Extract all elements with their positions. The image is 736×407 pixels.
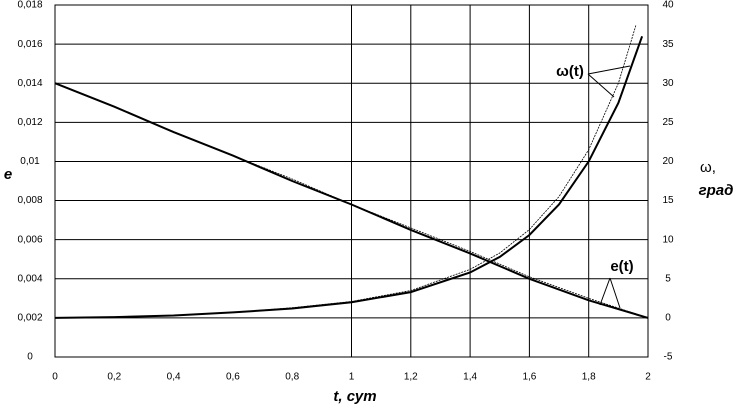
x-tick-label: 0 <box>52 372 58 383</box>
y2-tick-label: 25 <box>662 117 674 128</box>
x-tick-label: 0,8 <box>285 372 299 383</box>
y2-tick-label: 30 <box>662 78 674 89</box>
x-tick-label: 1,2 <box>404 372 418 383</box>
series-line <box>54 35 644 319</box>
y-tick-label: 0,018 <box>17 0 42 11</box>
y2-tick-label: 10 <box>662 234 674 245</box>
y-tick-label: 0,002 <box>17 313 42 324</box>
annotation: e(t) <box>610 258 633 275</box>
annotation: ω(t) <box>556 63 584 80</box>
x-tick-label: 1,8 <box>582 372 596 383</box>
y2-tick-label: 15 <box>662 195 674 206</box>
y2-tick-label: 35 <box>662 39 674 50</box>
y-tick-label: 0,01 <box>20 156 40 167</box>
y-tick-label: 0 <box>27 352 33 363</box>
x-axis-label: t, сут <box>333 388 376 405</box>
y-tick-label: 0,016 <box>17 39 42 50</box>
x-tick-label: 1,4 <box>463 372 477 383</box>
y2-axis-label: град <box>699 182 734 199</box>
x-tick-label: 0,6 <box>226 372 240 383</box>
x-tick-label: 0,2 <box>107 372 121 383</box>
x-tick-label: 1,6 <box>522 372 536 383</box>
y-tick-label: 0,012 <box>17 117 42 128</box>
y2-tick-label: 20 <box>662 156 674 167</box>
y2-tick-label: 5 <box>665 273 671 284</box>
y-tick-label: 0,006 <box>17 234 42 245</box>
x-tick-label: 2 <box>645 372 651 383</box>
y-tick-label: 0,008 <box>17 195 42 206</box>
y-tick-label: 0,004 <box>17 273 42 284</box>
series-line <box>54 24 637 319</box>
y-tick-label: 0,014 <box>17 78 42 89</box>
x-tick-label: 0,4 <box>167 372 181 383</box>
y-axis-label: e <box>4 166 12 183</box>
plot-frame <box>54 4 649 358</box>
y2-tick-label: 40 <box>662 0 674 11</box>
y2-tick-label: -5 <box>664 352 673 363</box>
x-tick-label: 1 <box>349 372 355 383</box>
series-line <box>54 82 649 319</box>
y2-axis-label: ω, <box>700 159 716 176</box>
y2-tick-label: 0 <box>665 313 671 324</box>
